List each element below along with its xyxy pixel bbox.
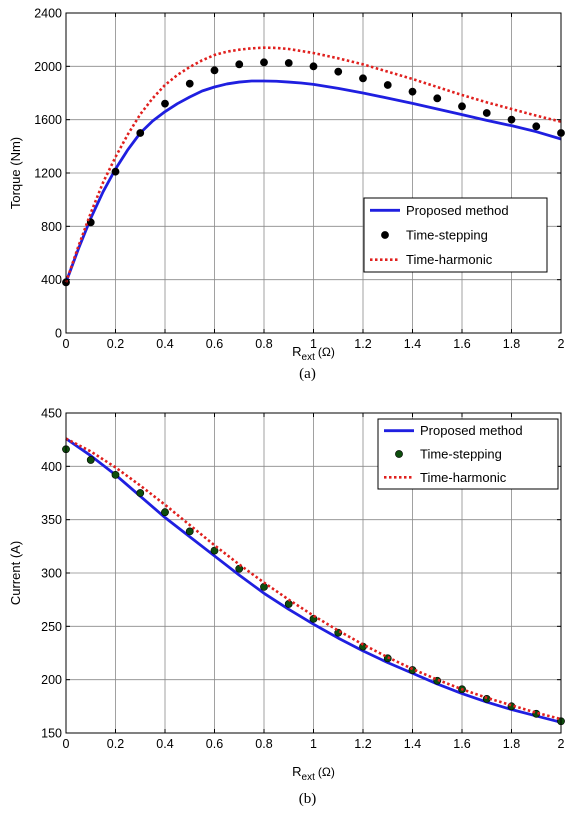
data-point: [235, 60, 244, 69]
chart-b: 0 0.2 0.4 0.6 0.8 1 1.2 1.4 1.6 1.8 2 150 200 250 300 3…: [8, 407, 565, 807]
series-group: [62, 46, 565, 287]
y-tick-label: 400: [41, 460, 62, 474]
legend-box: [377, 418, 559, 490]
y-axis: 150 200 250 300 350 400 450: [41, 407, 561, 741]
data-point: [111, 167, 120, 176]
y-tick-label: 450: [41, 407, 62, 421]
series-group: [62, 437, 565, 726]
data-point: [111, 470, 120, 479]
x-tick-label: 0.2: [107, 337, 124, 351]
x-tick-label: 0.6: [206, 737, 223, 751]
x-tick-label: 1.4: [404, 337, 421, 351]
x-tick-label: 0.4: [156, 337, 173, 351]
x-tick-label: 0: [63, 737, 70, 751]
legend: Proposed method Time-stepping Time-harmoni…: [363, 197, 548, 273]
data-point: [532, 122, 541, 131]
data-point: [136, 489, 145, 497]
series-proposed-method-line: [64, 79, 562, 283]
y-tick-label: 800: [41, 220, 62, 234]
x-tick-label: 1.2: [354, 737, 371, 751]
legend-marker: [395, 450, 403, 458]
x-tick-label: 1: [310, 737, 317, 751]
legend-label: Time-stepping: [406, 228, 488, 243]
y-axis-label: Current (A): [8, 541, 23, 605]
y-tick-label: 400: [41, 273, 62, 287]
x-tick-label: 0: [63, 337, 70, 351]
data-point: [235, 564, 244, 573]
data-point: [210, 546, 219, 555]
data-point: [284, 59, 293, 67]
x-tick-label: 1.8: [503, 337, 520, 351]
x-tick-label: 1.6: [453, 737, 470, 751]
y-tick-label: 350: [41, 513, 62, 527]
legend-label: Time-harmonic: [406, 252, 493, 267]
legend-marker: [381, 231, 389, 239]
data-point: [210, 66, 219, 75]
y-tick-label: 300: [41, 567, 62, 581]
x-axis: 0 0.2 0.4 0.6 0.8 1 1.2 1.4 1.6 1.8 2: [63, 13, 565, 351]
x-tick-label: 0.6: [206, 337, 223, 351]
series-time-harmonic-line: [64, 46, 562, 283]
y-tick-label: 0: [55, 327, 62, 341]
x-tick-label: 2: [558, 337, 565, 351]
data-point: [185, 79, 194, 88]
legend-label: Time-harmonic: [420, 470, 507, 485]
data-point: [383, 81, 392, 89]
data-point: [433, 94, 442, 103]
y-tick-label: 200: [41, 673, 62, 687]
series-proposed-method-line: [65, 437, 562, 724]
data-point: [260, 58, 268, 67]
data-point: [136, 129, 145, 137]
data-point: [260, 582, 268, 591]
data-point: [359, 74, 367, 83]
x-tick-label: 0.4: [156, 737, 173, 751]
y-tick-label: 1600: [34, 113, 62, 127]
data-point: [482, 109, 491, 117]
legend: Proposed method Time-stepping Time-harmoni…: [377, 418, 559, 490]
series-time-stepping: [62, 58, 565, 287]
x-tick-label: 2: [558, 737, 565, 751]
legend-label: Time-stepping: [420, 447, 502, 462]
x-tick-label: 1.4: [404, 737, 421, 751]
legend-label: Proposed method: [420, 423, 523, 438]
data-point: [408, 87, 417, 96]
y-tick-label: 250: [41, 620, 62, 634]
data-point: [161, 99, 169, 108]
data-point: [86, 456, 95, 464]
y-tick-label: 1200: [34, 167, 62, 181]
x-tick-label: 0.8: [255, 737, 272, 751]
x-tick-label: 0.2: [107, 737, 124, 751]
data-point: [458, 102, 466, 111]
data-point: [309, 62, 318, 71]
y-tick-label: 150: [41, 727, 62, 741]
data-point: [507, 115, 516, 124]
chart-a: 0 0.2 0.4 0.6 0.8 1 1.2 1.4 1.6 1.8 2 0 400 800 1200 16…: [8, 7, 565, 382]
chart-caption: (b): [299, 791, 317, 807]
x-tick-label: 1.2: [354, 337, 371, 351]
data-point: [161, 508, 169, 517]
chart-caption: (a): [299, 366, 316, 382]
x-tick-label: 0.8: [255, 337, 272, 351]
x-axis-label: Rext (Ω): [292, 764, 335, 783]
data-point: [284, 600, 293, 608]
x-tick-label: 1.6: [453, 337, 470, 351]
y-axis: 0 400 800 1200 1600 2000 2400: [34, 7, 561, 341]
y-axis-label: Torque (Nm): [8, 137, 23, 209]
data-point: [334, 67, 343, 76]
x-axis: 0 0.2 0.4 0.6 0.8 1 1.2 1.4 1.6 1.8 2: [63, 413, 565, 751]
x-tick-label: 1: [310, 337, 317, 351]
y-tick-label: 2400: [34, 7, 62, 21]
legend-label: Proposed method: [406, 203, 509, 218]
data-point: [185, 527, 194, 536]
x-axis-label: Rext (Ω): [292, 344, 335, 363]
x-tick-label: 1.8: [503, 737, 520, 751]
y-tick-label: 2000: [34, 60, 62, 74]
